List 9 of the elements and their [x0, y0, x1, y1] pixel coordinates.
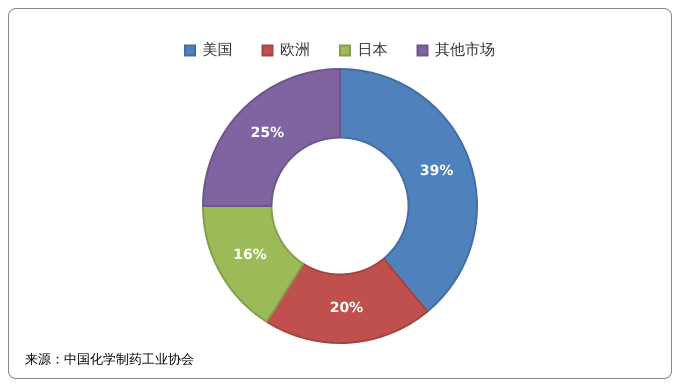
data-label: 20% [330, 300, 364, 316]
legend-label: 其他市场 [435, 40, 495, 58]
source-note: 来源：中国化学制药工业协会 [25, 352, 194, 368]
data-label: 16% [233, 247, 267, 264]
legend-label: 美国 [202, 40, 232, 58]
legend-label: 欧洲 [280, 40, 310, 58]
data-label: 25% [250, 124, 284, 141]
data-label: 39% [420, 162, 454, 179]
legend-label: 日本 [358, 40, 388, 58]
